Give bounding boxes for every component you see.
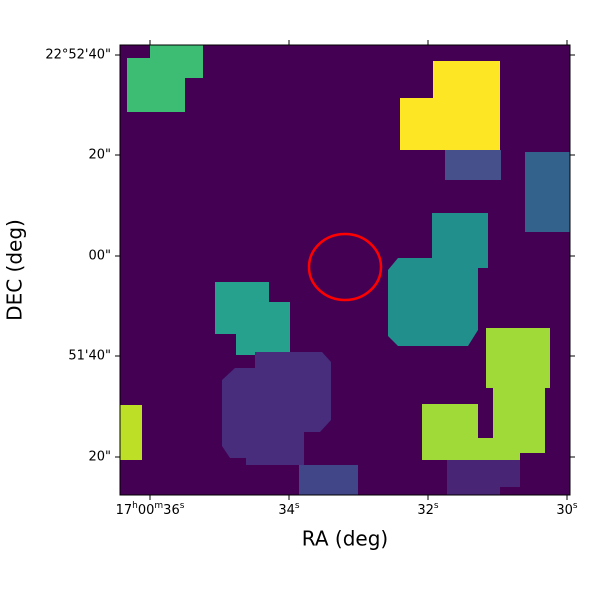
tick-number: 30 (556, 503, 573, 518)
y-tick-label: 00" (88, 249, 111, 264)
tick-unit: s (573, 501, 578, 511)
segment (127, 45, 203, 112)
x-axis-label: RA (deg) (302, 527, 388, 551)
tick-number: 36 (163, 503, 180, 518)
segment (299, 465, 358, 495)
segments (120, 45, 570, 495)
tick-unit: s (295, 501, 300, 511)
segment (400, 61, 500, 150)
y-tick-label: 20" (88, 148, 111, 163)
y-tick-label: 22°52'40" (45, 48, 111, 63)
tick-number: 00 (138, 503, 155, 518)
y-tick-label: 20" (88, 450, 111, 465)
axes-frame (119, 44, 571, 496)
aperture-circle (307, 232, 383, 302)
tick-number: 32 (417, 503, 434, 518)
y-tick-label: 51'40" (68, 349, 111, 364)
tick-number: 34 (278, 503, 295, 518)
segment (525, 152, 570, 232)
segment (222, 352, 331, 465)
segment (422, 328, 550, 460)
ticks: 17h00m36s 34s 32s 30s22°52'40"20"00"51'40"2… (45, 40, 578, 518)
tick-number: 17 (116, 503, 133, 518)
segment (120, 405, 142, 460)
tick-unit: h (132, 501, 138, 511)
tick-unit: m (154, 501, 163, 511)
tick-unit: s (180, 501, 185, 511)
segment (215, 282, 290, 355)
segment (388, 213, 488, 346)
y-axis-label: DEC (deg) (3, 219, 27, 321)
x-tick-label: 17h00m36s (116, 501, 185, 518)
tick-unit: s (434, 501, 439, 511)
x-tick-label: 30s (556, 501, 578, 518)
segment (447, 460, 520, 495)
x-tick-label: 32s (417, 501, 439, 518)
x-tick-label: 34s (278, 501, 300, 518)
segment (445, 150, 501, 180)
